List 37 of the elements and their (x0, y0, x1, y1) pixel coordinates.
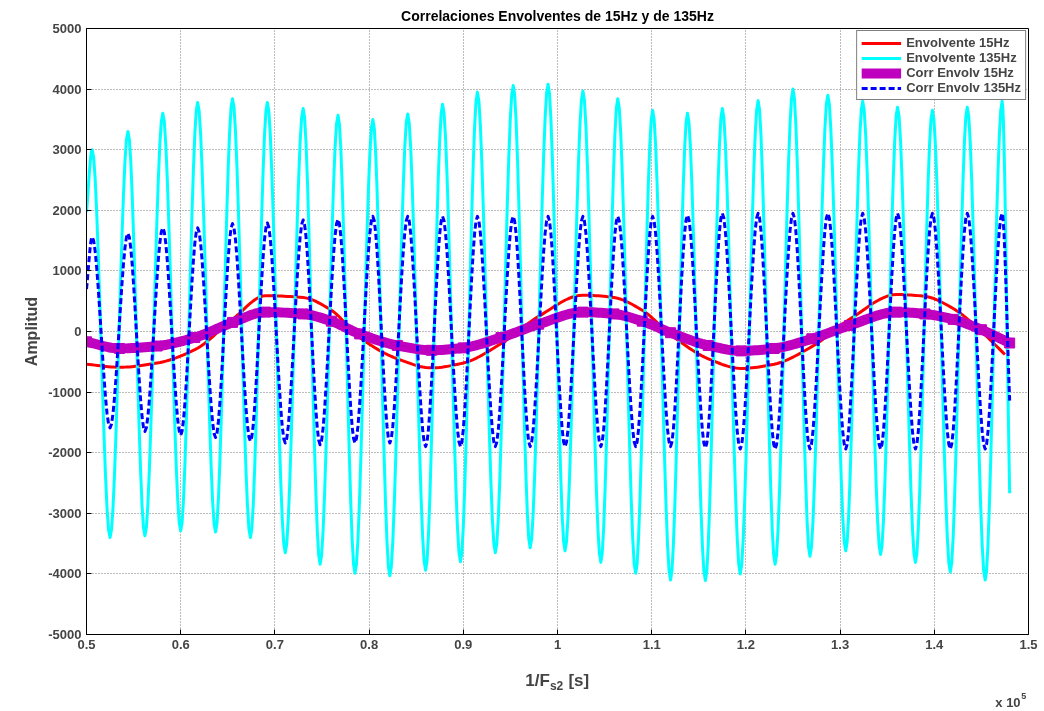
y-tick-label: 2000 (52, 202, 82, 218)
legend-label: Corr Envolv 135Hz (906, 80, 1021, 95)
legend-label: Envolvente 135Hz (906, 50, 1017, 65)
x-tick-label: 1 (553, 636, 562, 652)
x-tick-label: 0.8 (360, 636, 379, 652)
x-tick-label: 0.9 (454, 636, 473, 652)
y-tick-label: -4000 (48, 566, 82, 582)
x-tick-label: 0.6 (171, 636, 190, 652)
x-tick-label: 1.1 (642, 636, 661, 652)
x-tick-label: 1.4 (925, 636, 945, 652)
x-tick-label: 1.5 (1019, 636, 1038, 652)
point (891, 306, 903, 318)
point (665, 327, 677, 339)
chart-title: Correlaciones Envolventes de 15Hz y de 135Hz (401, 7, 714, 24)
point (577, 306, 589, 318)
y-tick-label: 4000 (52, 81, 82, 97)
y-tick-label: 5000 (52, 21, 82, 36)
point (297, 308, 309, 320)
point (735, 345, 747, 357)
y-tick-label: 1000 (52, 263, 82, 279)
point (947, 313, 959, 325)
legend-label: Corr Envolv 15Hz (906, 65, 1014, 80)
legend-label: Envolvente 15Hz (906, 35, 1010, 50)
y-tick-label: 3000 (52, 142, 82, 158)
y-tick-label: -3000 (48, 505, 82, 521)
x-tick-label: 1.3 (831, 636, 850, 652)
point (189, 332, 201, 344)
x-tick-label: 0.7 (265, 636, 284, 652)
y-tick-label: -2000 (48, 445, 82, 461)
y-tick-label: 0 (74, 324, 82, 339)
point (768, 342, 780, 354)
point (702, 339, 714, 351)
y-axis-title: Amplitud (23, 296, 41, 367)
point (806, 333, 818, 345)
y-tick-label: -1000 (48, 384, 82, 400)
point (227, 316, 239, 328)
x-tick-label: 1.2 (736, 636, 755, 652)
